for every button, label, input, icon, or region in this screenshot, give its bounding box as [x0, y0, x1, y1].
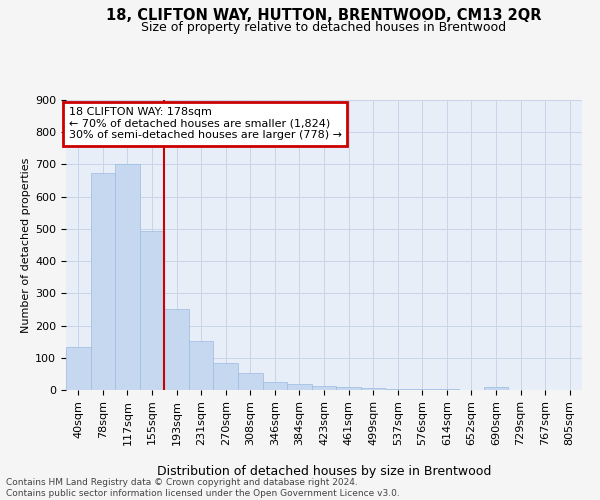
Bar: [115, 164, 140, 390]
Bar: [361, 388, 385, 390]
Bar: [410, 389, 434, 390]
Bar: [336, 387, 361, 390]
Bar: [238, 373, 263, 390]
Bar: [91, 172, 115, 390]
Text: Distribution of detached houses by size in Brentwood: Distribution of detached houses by size …: [157, 464, 491, 477]
Bar: [287, 384, 312, 390]
Text: Contains HM Land Registry data © Crown copyright and database right 2024.
Contai: Contains HM Land Registry data © Crown c…: [6, 478, 400, 498]
Bar: [263, 382, 287, 390]
Bar: [214, 363, 238, 390]
Text: 18, CLIFTON WAY, HUTTON, BRENTWOOD, CM13 2QR: 18, CLIFTON WAY, HUTTON, BRENTWOOD, CM13…: [106, 8, 542, 22]
Text: 18 CLIFTON WAY: 178sqm
← 70% of detached houses are smaller (1,824)
30% of semi-: 18 CLIFTON WAY: 178sqm ← 70% of detached…: [68, 108, 341, 140]
Y-axis label: Number of detached properties: Number of detached properties: [21, 158, 31, 332]
Bar: [189, 340, 214, 390]
Text: Size of property relative to detached houses in Brentwood: Size of property relative to detached ho…: [142, 21, 506, 34]
Bar: [484, 388, 508, 390]
Bar: [140, 231, 164, 390]
Bar: [385, 388, 410, 390]
Bar: [312, 386, 336, 390]
Bar: [164, 310, 189, 390]
Bar: [66, 346, 91, 390]
